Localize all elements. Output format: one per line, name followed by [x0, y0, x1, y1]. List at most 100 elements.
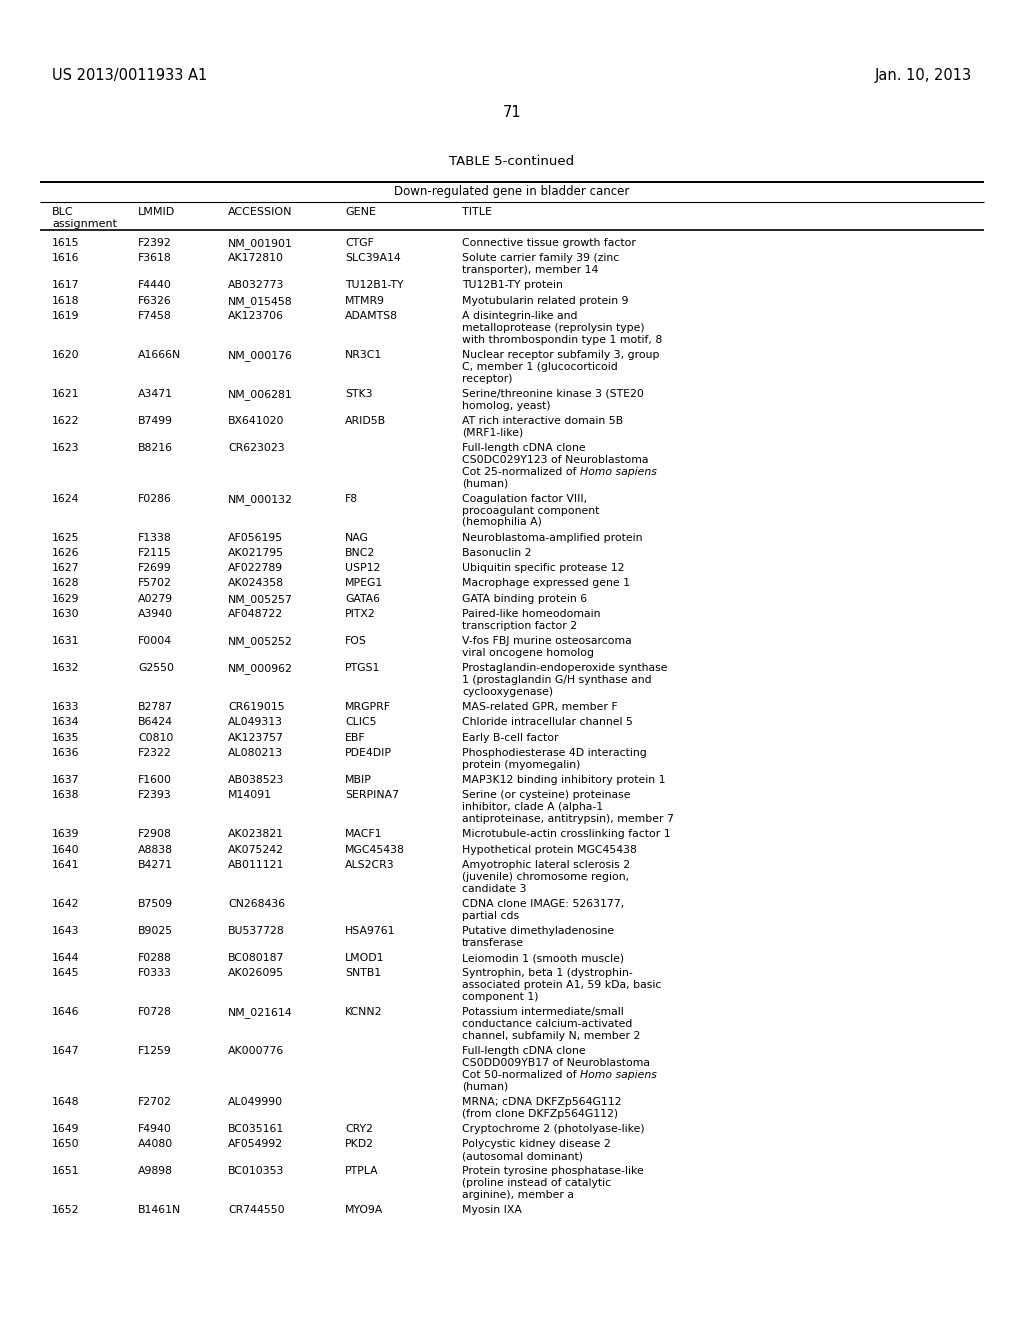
Text: F8: F8 [345, 494, 358, 504]
Text: CR623023: CR623023 [228, 444, 285, 453]
Text: A1666N: A1666N [138, 350, 181, 360]
Text: Nuclear receptor subfamily 3, group: Nuclear receptor subfamily 3, group [462, 350, 659, 360]
Text: MTMR9: MTMR9 [345, 296, 385, 306]
Text: receptor): receptor) [462, 374, 512, 384]
Text: F1338: F1338 [138, 532, 172, 543]
Text: A8838: A8838 [138, 845, 173, 854]
Text: NM_001901: NM_001901 [228, 238, 293, 249]
Text: GATA6: GATA6 [345, 594, 380, 603]
Text: PDE4DIP: PDE4DIP [345, 748, 392, 758]
Text: (proline instead of catalytic: (proline instead of catalytic [462, 1179, 611, 1188]
Text: TU12B1-TY: TU12B1-TY [345, 280, 403, 290]
Text: 1638: 1638 [52, 791, 80, 800]
Text: F2322: F2322 [138, 748, 172, 758]
Text: BLC
assignment: BLC assignment [52, 207, 117, 228]
Text: F3618: F3618 [138, 253, 172, 263]
Text: (human): (human) [462, 1081, 508, 1092]
Text: component 1): component 1) [462, 993, 539, 1002]
Text: Full-length cDNA clone: Full-length cDNA clone [462, 444, 586, 453]
Text: Full-length cDNA clone: Full-length cDNA clone [462, 1047, 586, 1056]
Text: 1629: 1629 [52, 594, 80, 603]
Text: B9025: B9025 [138, 927, 173, 936]
Text: STK3: STK3 [345, 389, 373, 399]
Text: F0004: F0004 [138, 636, 172, 647]
Text: MACF1: MACF1 [345, 829, 383, 840]
Text: F4940: F4940 [138, 1125, 172, 1134]
Text: F4440: F4440 [138, 280, 172, 290]
Text: Paired-like homeodomain: Paired-like homeodomain [462, 609, 600, 619]
Text: A3471: A3471 [138, 389, 173, 399]
Text: 1651: 1651 [52, 1167, 80, 1176]
Text: NM_006281: NM_006281 [228, 389, 293, 400]
Text: B8216: B8216 [138, 444, 173, 453]
Text: B7509: B7509 [138, 899, 173, 909]
Text: CR744550: CR744550 [228, 1205, 285, 1216]
Text: 1616: 1616 [52, 253, 80, 263]
Text: F2908: F2908 [138, 829, 172, 840]
Text: SLC39A14: SLC39A14 [345, 253, 400, 263]
Text: associated protein A1, 59 kDa, basic: associated protein A1, 59 kDa, basic [462, 981, 662, 990]
Text: with thrombospondin type 1 motif, 8: with thrombospondin type 1 motif, 8 [462, 334, 663, 345]
Text: NR3C1: NR3C1 [345, 350, 382, 360]
Text: AB032773: AB032773 [228, 280, 285, 290]
Text: SNTB1: SNTB1 [345, 969, 381, 978]
Text: (juvenile) chromosome region,: (juvenile) chromosome region, [462, 871, 629, 882]
Text: MBIP: MBIP [345, 775, 372, 785]
Text: Phosphodiesterase 4D interacting: Phosphodiesterase 4D interacting [462, 748, 647, 758]
Text: 1631: 1631 [52, 636, 80, 647]
Text: 1617: 1617 [52, 280, 80, 290]
Text: KCNN2: KCNN2 [345, 1007, 383, 1018]
Text: Potassium intermediate/small: Potassium intermediate/small [462, 1007, 624, 1018]
Text: conductance calcium-activated: conductance calcium-activated [462, 1019, 633, 1030]
Text: ADAMTS8: ADAMTS8 [345, 312, 398, 321]
Text: AK123757: AK123757 [228, 733, 284, 743]
Text: 1650: 1650 [52, 1139, 80, 1150]
Text: US 2013/0011933 A1: US 2013/0011933 A1 [52, 69, 207, 83]
Text: Polycystic kidney disease 2: Polycystic kidney disease 2 [462, 1139, 610, 1150]
Text: Basonuclin 2: Basonuclin 2 [462, 548, 531, 558]
Text: Serine/threonine kinase 3 (STE20: Serine/threonine kinase 3 (STE20 [462, 389, 644, 399]
Text: PKD2: PKD2 [345, 1139, 374, 1150]
Text: (hemophilia A): (hemophilia A) [462, 517, 542, 527]
Text: CRY2: CRY2 [345, 1125, 373, 1134]
Text: ACCESSION: ACCESSION [228, 207, 293, 216]
Text: 1 (prostaglandin G/H synthase and: 1 (prostaglandin G/H synthase and [462, 675, 651, 685]
Text: CTGF: CTGF [345, 238, 374, 248]
Text: Syntrophin, beta 1 (dystrophin-: Syntrophin, beta 1 (dystrophin- [462, 969, 633, 978]
Text: MRNA; cDNA DKFZp564G112: MRNA; cDNA DKFZp564G112 [462, 1097, 622, 1107]
Text: 1649: 1649 [52, 1125, 80, 1134]
Text: NM_015458: NM_015458 [228, 296, 293, 306]
Text: procoagulant component: procoagulant component [462, 506, 599, 516]
Text: HSA9761: HSA9761 [345, 927, 395, 936]
Text: BC035161: BC035161 [228, 1125, 285, 1134]
Text: 1647: 1647 [52, 1047, 80, 1056]
Text: (from clone DKFZp564G112): (from clone DKFZp564G112) [462, 1109, 618, 1118]
Text: AB038523: AB038523 [228, 775, 285, 785]
Text: AK172810: AK172810 [228, 253, 284, 263]
Text: MRGPRF: MRGPRF [345, 702, 391, 713]
Text: PITX2: PITX2 [345, 609, 376, 619]
Text: Leiomodin 1 (smooth muscle): Leiomodin 1 (smooth muscle) [462, 953, 624, 964]
Text: arginine), member a: arginine), member a [462, 1191, 574, 1200]
Text: F2702: F2702 [138, 1097, 172, 1107]
Text: AL049990: AL049990 [228, 1097, 283, 1107]
Text: viral oncogene homolog: viral oncogene homolog [462, 648, 594, 657]
Text: AB011121: AB011121 [228, 861, 285, 870]
Text: 1633: 1633 [52, 702, 80, 713]
Text: F0333: F0333 [138, 969, 172, 978]
Text: Cot 50-normalized of: Cot 50-normalized of [462, 1069, 581, 1080]
Text: FOS: FOS [345, 636, 367, 647]
Text: AK021795: AK021795 [228, 548, 284, 558]
Text: AK023821: AK023821 [228, 829, 284, 840]
Text: 1632: 1632 [52, 663, 80, 673]
Text: transferase: transferase [462, 937, 524, 948]
Text: F5702: F5702 [138, 578, 172, 589]
Text: Coagulation factor VIII,: Coagulation factor VIII, [462, 494, 587, 504]
Text: F6326: F6326 [138, 296, 172, 306]
Text: F2115: F2115 [138, 548, 172, 558]
Text: AK024358: AK024358 [228, 578, 284, 589]
Text: B6424: B6424 [138, 718, 173, 727]
Text: MPEG1: MPEG1 [345, 578, 383, 589]
Text: 1624: 1624 [52, 494, 80, 504]
Text: transporter), member 14: transporter), member 14 [462, 265, 598, 275]
